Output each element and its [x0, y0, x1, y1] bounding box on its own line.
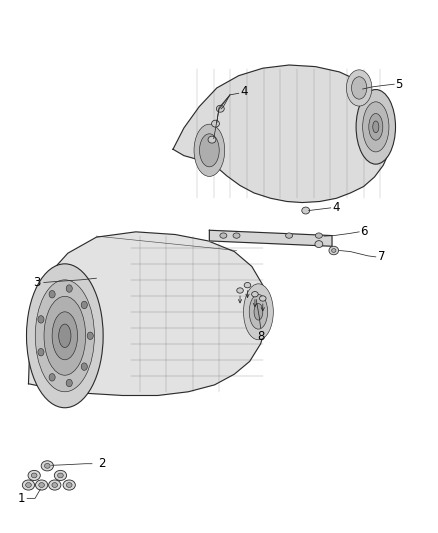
Text: 4: 4 [332, 201, 339, 214]
Ellipse shape [233, 233, 240, 238]
Ellipse shape [363, 102, 389, 152]
Ellipse shape [200, 134, 219, 167]
Ellipse shape [87, 332, 93, 340]
Text: 1: 1 [18, 492, 26, 505]
Text: 8: 8 [257, 330, 264, 343]
Ellipse shape [35, 280, 94, 392]
Ellipse shape [369, 114, 383, 140]
Ellipse shape [35, 480, 48, 490]
Ellipse shape [251, 292, 258, 297]
Ellipse shape [66, 285, 72, 292]
Text: 5: 5 [396, 78, 403, 91]
Ellipse shape [27, 264, 103, 408]
Text: 3: 3 [34, 276, 41, 289]
Ellipse shape [49, 290, 55, 298]
Ellipse shape [81, 363, 87, 370]
Ellipse shape [52, 312, 78, 360]
Ellipse shape [208, 136, 216, 143]
Ellipse shape [212, 120, 219, 127]
Ellipse shape [49, 480, 61, 490]
Ellipse shape [237, 288, 244, 293]
Ellipse shape [59, 324, 71, 348]
Text: 2: 2 [99, 457, 106, 470]
Ellipse shape [216, 106, 224, 112]
Polygon shape [28, 232, 267, 395]
Ellipse shape [32, 473, 37, 478]
Ellipse shape [249, 294, 268, 329]
Ellipse shape [25, 483, 32, 487]
Text: 6: 6 [360, 225, 368, 238]
Ellipse shape [315, 233, 322, 238]
Ellipse shape [254, 304, 263, 320]
Ellipse shape [194, 124, 225, 176]
Ellipse shape [259, 296, 266, 301]
Ellipse shape [315, 241, 323, 247]
Ellipse shape [67, 483, 72, 487]
Ellipse shape [286, 233, 293, 238]
Ellipse shape [52, 483, 58, 487]
Ellipse shape [39, 483, 45, 487]
Ellipse shape [346, 70, 372, 106]
Ellipse shape [38, 349, 44, 356]
Ellipse shape [373, 121, 379, 133]
Ellipse shape [351, 77, 367, 99]
Ellipse shape [49, 374, 55, 381]
Ellipse shape [63, 480, 75, 490]
Ellipse shape [244, 284, 273, 340]
Ellipse shape [81, 301, 87, 309]
Ellipse shape [220, 233, 227, 238]
Polygon shape [173, 65, 392, 203]
Ellipse shape [302, 207, 310, 214]
Ellipse shape [244, 282, 251, 288]
Text: 4: 4 [240, 85, 247, 98]
Ellipse shape [38, 316, 44, 323]
Ellipse shape [356, 90, 396, 164]
Ellipse shape [54, 471, 67, 481]
Ellipse shape [41, 461, 53, 471]
Polygon shape [209, 230, 332, 246]
Ellipse shape [44, 463, 50, 468]
Ellipse shape [28, 471, 40, 481]
Ellipse shape [44, 296, 86, 375]
Text: 7: 7 [378, 251, 385, 263]
Ellipse shape [332, 248, 336, 253]
Ellipse shape [66, 379, 72, 387]
Ellipse shape [58, 473, 63, 478]
Ellipse shape [329, 246, 339, 255]
Ellipse shape [22, 480, 35, 490]
